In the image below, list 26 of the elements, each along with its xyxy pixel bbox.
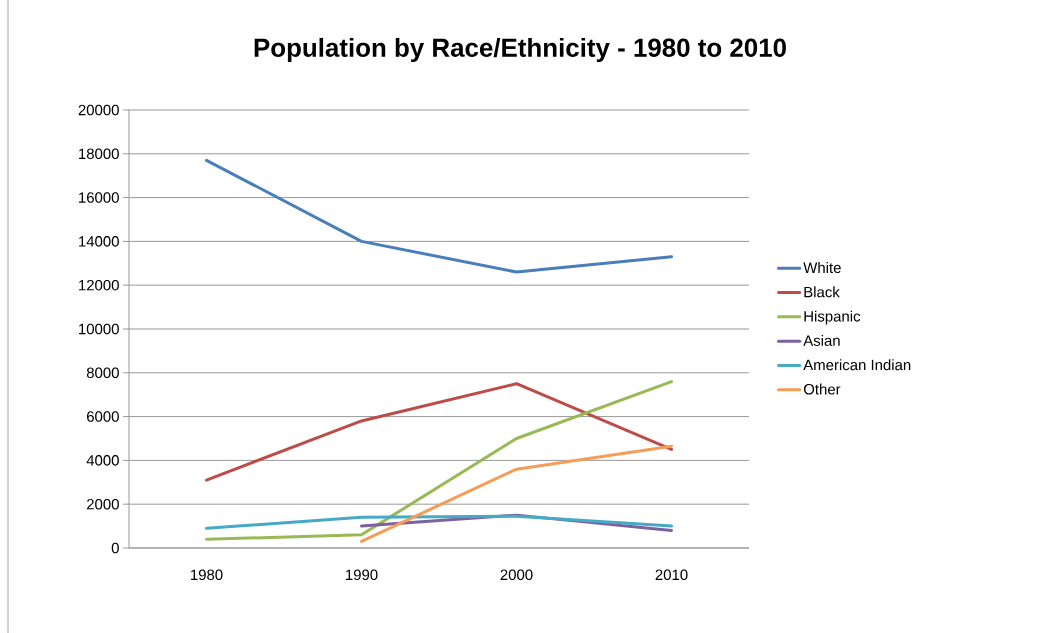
line-series xyxy=(205,380,674,541)
line-series xyxy=(205,382,674,482)
y-tick-label: 12000 xyxy=(79,279,119,291)
x-tick-label: 1980 xyxy=(191,569,223,581)
chart-title: Population by Race/Ethnicity - 1980 to 2010 xyxy=(254,37,786,63)
legend-label: Other xyxy=(803,383,841,395)
x-tick-label: 2010 xyxy=(655,569,688,581)
y-tick-label: 20000 xyxy=(78,104,119,116)
y-tick-label: 0 xyxy=(111,542,119,554)
y-tick-label: 10000 xyxy=(79,323,119,335)
legend-label: Black xyxy=(804,286,840,298)
y-tick-label: 14000 xyxy=(79,236,119,247)
legend-label: Asian xyxy=(803,334,840,346)
x-tick-label: 1990 xyxy=(346,569,378,581)
y-tick-label: 2000 xyxy=(86,498,119,510)
legend-label: American Indian xyxy=(803,359,911,371)
legend-label: White xyxy=(803,262,841,274)
line-series xyxy=(205,158,674,274)
y-tick-label: 18000 xyxy=(79,148,119,160)
y-tick-label: 8000 xyxy=(86,367,119,379)
legend-label: Hispanic xyxy=(804,310,861,325)
x-tick-label: 2000 xyxy=(500,569,533,581)
y-tick-label: 6000 xyxy=(87,411,119,422)
y-tick-label: 16000 xyxy=(79,192,119,203)
y-tick-label: 4000 xyxy=(86,455,119,466)
line-series xyxy=(205,514,674,530)
